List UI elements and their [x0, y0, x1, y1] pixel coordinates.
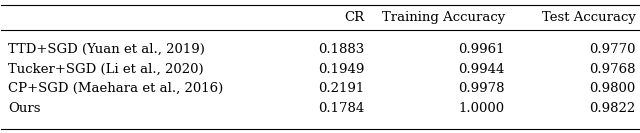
- Text: Ours: Ours: [8, 102, 40, 115]
- Text: 0.1883: 0.1883: [318, 43, 365, 56]
- Text: Tucker+SGD (Li et al., 2020): Tucker+SGD (Li et al., 2020): [8, 63, 204, 76]
- Text: 0.1949: 0.1949: [318, 63, 365, 76]
- Text: 0.9944: 0.9944: [458, 63, 505, 76]
- Text: 0.9978: 0.9978: [458, 82, 505, 95]
- Text: Training Accuracy: Training Accuracy: [381, 11, 505, 24]
- Text: 0.2191: 0.2191: [318, 82, 365, 95]
- Text: 0.9768: 0.9768: [589, 63, 636, 76]
- Text: 1.0000: 1.0000: [459, 102, 505, 115]
- Text: Test Accuracy: Test Accuracy: [541, 11, 636, 24]
- Text: CR: CR: [344, 11, 365, 24]
- Text: 0.9770: 0.9770: [589, 43, 636, 56]
- Text: CP+SGD (Maehara et al., 2016): CP+SGD (Maehara et al., 2016): [8, 82, 223, 95]
- Text: 0.1784: 0.1784: [318, 102, 365, 115]
- Text: 0.9800: 0.9800: [589, 82, 636, 95]
- Text: 0.9822: 0.9822: [589, 102, 636, 115]
- Text: 0.9961: 0.9961: [458, 43, 505, 56]
- Text: TTD+SGD (Yuan et al., 2019): TTD+SGD (Yuan et al., 2019): [8, 43, 205, 56]
